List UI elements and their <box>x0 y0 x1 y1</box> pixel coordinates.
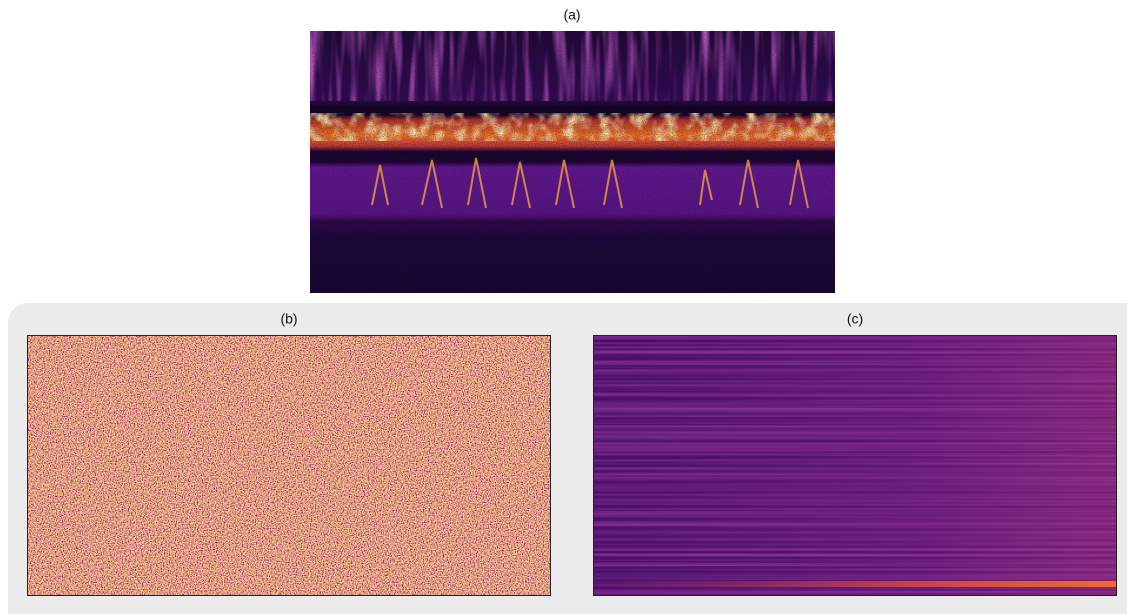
panel-label: (c) <box>847 311 863 327</box>
noise <box>27 335 551 596</box>
panel-label: (a) <box>563 7 580 23</box>
spectrogram-a <box>310 31 835 293</box>
panel-label: (b) <box>280 311 297 327</box>
figure: (a) (b) (c) <box>0 0 1127 614</box>
spectrogram-grain <box>310 31 835 293</box>
spectrogram-c <box>593 335 1117 596</box>
stripes <box>593 335 1117 596</box>
spectrogram-b <box>27 335 551 596</box>
bottom-band <box>593 581 1117 587</box>
